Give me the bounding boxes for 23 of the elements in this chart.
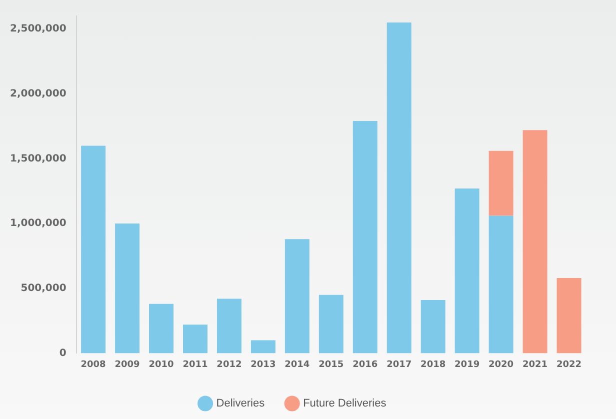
x-tick-label: 2022 [556,360,582,370]
y-tick-label: 0 [59,348,66,359]
legend-label: Deliveries [216,398,266,410]
y-tick-label: 2,000,000 [10,88,66,100]
x-tick-label: 2015 [318,360,344,370]
x-tick-label: 2010 [148,360,174,370]
legend-label: Future Deliveries [303,398,387,410]
y-tick-label: 1,000,000 [10,218,66,230]
x-tick-label: 2021 [522,360,548,370]
x-tick-label: 2012 [216,360,242,370]
x-tick-label: 2008 [80,360,106,370]
x-tick-label: 2016 [352,360,378,370]
x-tick-label: 2017 [386,360,412,370]
x-tick-label: 2009 [114,360,140,370]
x-tick-label: 2018 [420,360,446,370]
x-tick-label: 2019 [454,360,480,370]
x-tick-label: 2011 [182,360,208,370]
y-tick-label: 500,000 [20,282,66,294]
y-tick-label: 1,500,000 [10,153,66,164]
x-tick-label: 2020 [488,360,514,370]
x-tick-label: 2014 [284,360,310,370]
x-tick-label: 2013 [250,360,276,370]
y-tick-label: 2,500,000 [10,24,66,35]
